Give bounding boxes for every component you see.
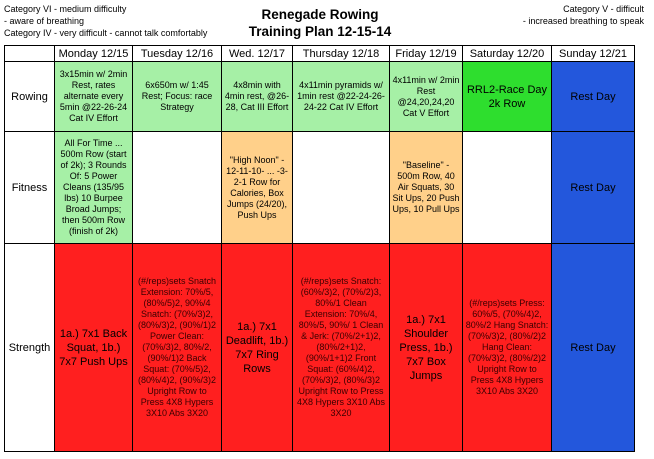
empty-cell <box>462 131 552 244</box>
fitness-row: Fitness All For Time ... 500m Row (start… <box>4 131 635 244</box>
legend-line: Category V - difficult <box>563 4 644 14</box>
day-header: Sunday 12/21 <box>551 45 635 62</box>
workout-cell: 4x11min pyramids w/ 1min rest @22-24-26-… <box>292 61 390 132</box>
day-header: Saturday 12/20 <box>462 45 552 62</box>
corner-cell <box>4 45 55 62</box>
difficulty-legend-right: Category V - difficult - increased breat… <box>523 3 644 27</box>
workout-cell: 6x650m w/ 1:45 Rest; Focus: race Strateg… <box>132 61 222 132</box>
workout-cell: (#/reps)sets Press: 60%/5, (70%/4)2, 80%… <box>462 243 552 452</box>
legend-line: - increased breathing to speak <box>522 16 644 26</box>
workout-cell: 1a.) 7x1 Back Squat, 1b.) 7x7 Push Ups <box>54 243 133 452</box>
legend-line: Category IV - very difficult - cannot ta… <box>4 28 208 38</box>
workout-cell: 4x11min w/ 2min Rest @24,20,24,20 Cat V … <box>389 61 463 132</box>
empty-cell <box>292 131 390 244</box>
rest-day-cell: Rest Day <box>551 243 635 452</box>
workout-cell: (#/reps)sets Snatch: (60%/3)2, (70%/2)3,… <box>292 243 390 452</box>
workout-cell: "Baseline" - 500m Row, 40 Air Squats, 30… <box>389 131 463 244</box>
header-row: Monday 12/15 Tuesday 12/16 Wed. 12/17 Th… <box>4 45 635 62</box>
difficulty-legend-left: Category VI - medium difficulty - aware … <box>4 3 207 39</box>
workout-cell: 1a.) 7x1 Deadlift, 1b.) 7x7 Ring Rows <box>221 243 293 452</box>
rowing-row: Rowing 3x15min w/ 2min Rest, rates alter… <box>4 61 635 132</box>
legend-line: - aware of breathing <box>4 16 85 26</box>
workout-cell: 4x8min with 4min rest, @26-28, Cat III E… <box>221 61 293 132</box>
day-header: Friday 12/19 <box>389 45 463 62</box>
title-line: Renegade Rowing <box>261 7 379 22</box>
workout-cell: "High Noon" - 12-11-10- ... -3-2-1 Row f… <box>221 131 293 244</box>
row-label: Rowing <box>4 61 55 132</box>
workout-cell: All For Time ... 500m Row (start of 2k);… <box>54 131 133 244</box>
row-label: Fitness <box>4 131 55 244</box>
strength-row: Strength 1a.) 7x1 Back Squat, 1b.) 7x7 P… <box>4 243 635 452</box>
title-line: Training Plan 12-15-14 <box>248 24 392 39</box>
training-plan-table: Monday 12/15 Tuesday 12/16 Wed. 12/17 Th… <box>4 45 635 452</box>
empty-cell <box>132 131 222 244</box>
workout-cell: RRL2-Race Day 2k Row <box>462 61 552 132</box>
workout-cell: 1a.) 7x1 Shoulder Press, 1b.) 7x7 Box Ju… <box>389 243 463 452</box>
legend-line: Category VI - medium difficulty <box>4 4 127 14</box>
day-header: Monday 12/15 <box>54 45 133 62</box>
rest-day-cell: Rest Day <box>551 61 635 132</box>
day-header: Thursday 12/18 <box>292 45 390 62</box>
workout-cell: 3x15min w/ 2min Rest, rates alternate ev… <box>54 61 133 132</box>
day-header: Wed. 12/17 <box>221 45 293 62</box>
day-header: Tuesday 12/16 <box>132 45 222 62</box>
rest-day-cell: Rest Day <box>551 131 635 244</box>
row-label: Strength <box>4 243 55 452</box>
page-title: Renegade Rowing Training Plan 12-15-14 <box>220 6 420 40</box>
workout-cell: (#/reps)sets Snatch Extension: 70%/5, (8… <box>132 243 222 452</box>
